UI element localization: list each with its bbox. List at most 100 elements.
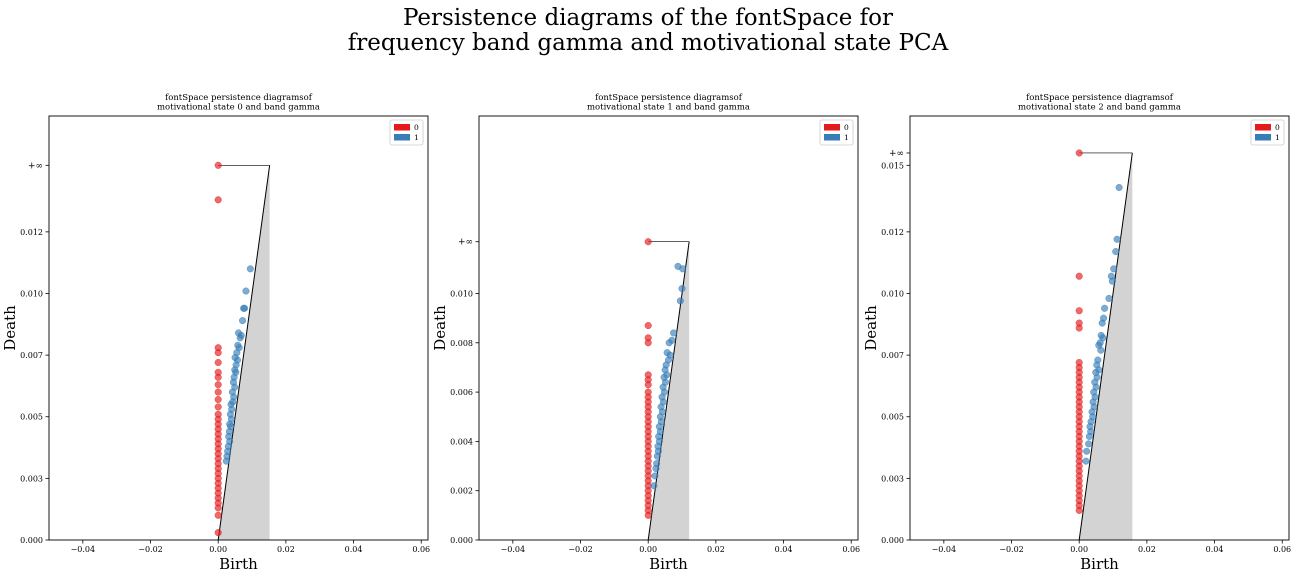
h0-point: [214, 403, 222, 411]
x-tick-label: 0.06: [1273, 545, 1291, 554]
y-tick-label: 0.012: [20, 228, 43, 237]
legend-swatch: [394, 134, 410, 141]
h0-point: [644, 511, 652, 519]
x-tick-label: 0.02: [1138, 545, 1156, 554]
h0-point: [1075, 272, 1083, 280]
y-tick-label: 0.007: [881, 351, 904, 360]
y-tick-label: 0.005: [881, 413, 904, 422]
y-tick-label: 0.000: [450, 536, 473, 545]
figure-suptitle: Persistence diagrams of the fontSpace fo…: [347, 5, 949, 56]
subplot-title-line: fontSpace persistence diagramsof: [165, 93, 313, 103]
subplot-title-line: motivational state 2 and band gamma: [1018, 103, 1181, 113]
x-tick-label: −0.02: [999, 545, 1024, 554]
y-tick-label: 0.003: [881, 474, 904, 483]
legend-swatch: [394, 124, 410, 131]
subplot-title-line: motivational state 0 and band gamma: [157, 103, 320, 113]
h0-point: [644, 339, 652, 347]
x-tick-label: −0.04: [501, 545, 526, 554]
h0-point: [644, 381, 652, 389]
h1-point: [1083, 447, 1091, 455]
x-tick-label: 0.04: [1206, 545, 1224, 554]
x-tick-label: −0.02: [568, 545, 593, 554]
y-tick-label: 0.004: [450, 437, 473, 446]
inf-tick-label: +∞: [889, 149, 904, 159]
axes-frame: [48, 115, 429, 541]
h1-point: [1097, 346, 1105, 354]
y-tick-label: 0.000: [881, 536, 904, 545]
y-tick-label: 0.015: [881, 161, 904, 170]
h1-point: [246, 265, 254, 273]
y-tick-label: 0.012: [881, 228, 904, 237]
legend-label: 1: [1275, 133, 1280, 142]
h1-point: [1098, 319, 1106, 327]
h1-point: [665, 339, 673, 347]
h0-point: [214, 511, 222, 519]
x-tick-label: −0.04: [71, 545, 96, 554]
subplot-title-line: motivational state 1 and band gamma: [587, 103, 750, 113]
subplot-state-0: −0.04 −0.02 0.00 0.02 0.04 0.06 0.000 0.003 0.00…: [1, 93, 430, 573]
x-tick-label: 0.06: [412, 545, 430, 554]
x-tick-label: 0.00: [639, 545, 657, 554]
diagonal-line: [1078, 152, 1133, 541]
h1-point: [1112, 248, 1120, 256]
h1-point: [1113, 235, 1121, 243]
x-axis-label: Birth: [1080, 555, 1119, 573]
h1-point: [222, 457, 230, 465]
y-tick-label: 0.006: [450, 388, 473, 397]
x-axis-label: Birth: [649, 555, 688, 573]
legend-label: 0: [844, 123, 849, 132]
axes-frame: [909, 115, 1290, 541]
legend-swatch: [824, 124, 840, 131]
h1-point: [1110, 265, 1118, 273]
subplot-state-2: −0.04 −0.02 0.00 0.02 0.04 0.06 0.000 0.003 0.00…: [862, 93, 1291, 573]
y-tick-label: 0.008: [450, 339, 473, 348]
h1-point: [652, 464, 660, 473]
h1-point: [679, 265, 687, 273]
h1-point: [1085, 440, 1093, 448]
h0-point: [214, 161, 222, 169]
legend-swatch: [824, 134, 840, 141]
h1-point: [650, 482, 658, 490]
h0-point: [1075, 307, 1083, 315]
h0-point: [1075, 324, 1083, 332]
h0-point: [644, 321, 652, 330]
h0-point: [214, 196, 222, 204]
y-tick-label: 0.010: [20, 289, 43, 298]
h0-point: [214, 388, 222, 396]
legend-label: 1: [414, 133, 419, 142]
legend-label: 0: [414, 123, 419, 132]
h1-point: [676, 297, 684, 305]
h1-point: [236, 334, 244, 342]
h1-point: [678, 285, 686, 293]
h0-point: [214, 349, 222, 357]
h1-point: [1107, 272, 1115, 280]
x-tick-label: 0.02: [277, 545, 295, 554]
h1-point: [1105, 294, 1113, 302]
y-tick-label: 0.010: [881, 289, 904, 298]
y-tick-label: 0.007: [20, 351, 43, 360]
h1-point: [239, 317, 247, 325]
h0-point: [644, 238, 652, 246]
axes-frame: [478, 115, 859, 541]
x-axis-label: Birth: [219, 555, 258, 573]
h0-point: [214, 504, 222, 512]
h0-point: [214, 381, 222, 389]
y-tick-label: 0.000: [20, 536, 43, 545]
inf-tick-label: +∞: [28, 161, 43, 171]
h0-point: [214, 395, 222, 404]
diagonal-line: [217, 165, 271, 541]
h0-point: [1075, 506, 1083, 514]
x-tick-label: 0.02: [707, 545, 725, 554]
legend-label: 1: [844, 133, 849, 142]
x-tick-label: 0.00: [1070, 545, 1088, 554]
h0-point: [214, 358, 222, 367]
h1-point: [651, 472, 659, 480]
y-tick-label: 0.005: [20, 413, 43, 422]
y-axis-label: Death: [431, 305, 449, 351]
h0-point: [214, 373, 222, 381]
h1-point: [670, 329, 678, 337]
h1-point: [240, 304, 248, 312]
x-tick-label: 0.04: [775, 545, 793, 554]
y-axis-label: Death: [862, 305, 880, 351]
